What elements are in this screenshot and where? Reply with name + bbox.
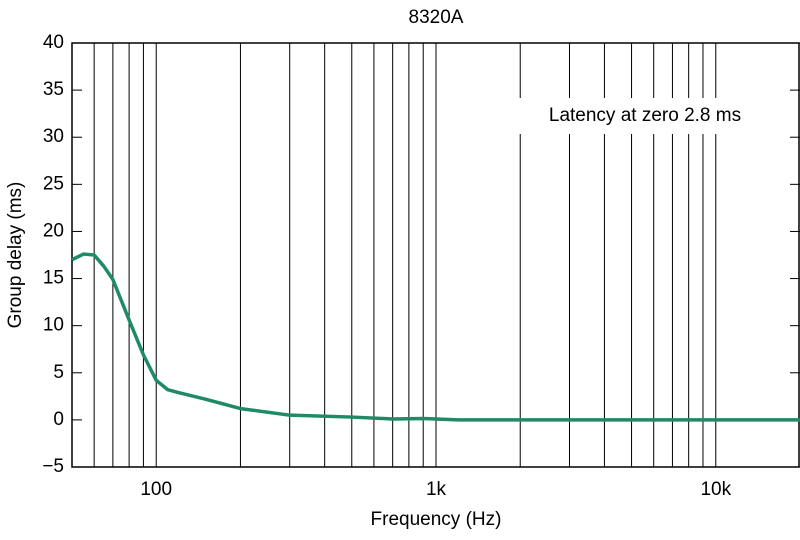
x-tick-label: 100 xyxy=(140,479,172,500)
y-tick-label: 15 xyxy=(43,268,64,289)
annotation: Latency at zero 2.8 ms xyxy=(549,105,741,126)
y-tick-label: 35 xyxy=(43,79,64,100)
y-tick-label: 25 xyxy=(43,173,64,194)
y-tick-label: 30 xyxy=(43,126,64,147)
x-axis-label: Frequency (Hz) xyxy=(371,509,502,530)
y-tick-label: 40 xyxy=(43,32,64,53)
data-line xyxy=(71,252,800,422)
y-axis-label: Group delay (ms) xyxy=(5,182,26,329)
x-tick-label: 1k xyxy=(426,479,447,500)
annotation-box xyxy=(514,98,776,134)
y-tick-label: 20 xyxy=(43,220,64,241)
y-tick-label: 10 xyxy=(43,315,64,336)
chart-title: 8320A xyxy=(409,7,464,28)
y-tick-label: 0 xyxy=(53,409,64,430)
y-tick-label: 5 xyxy=(53,362,64,383)
x-tick-label: 10k xyxy=(700,479,731,500)
plot-frame xyxy=(71,42,800,468)
y-tick-label: −5 xyxy=(42,456,64,477)
